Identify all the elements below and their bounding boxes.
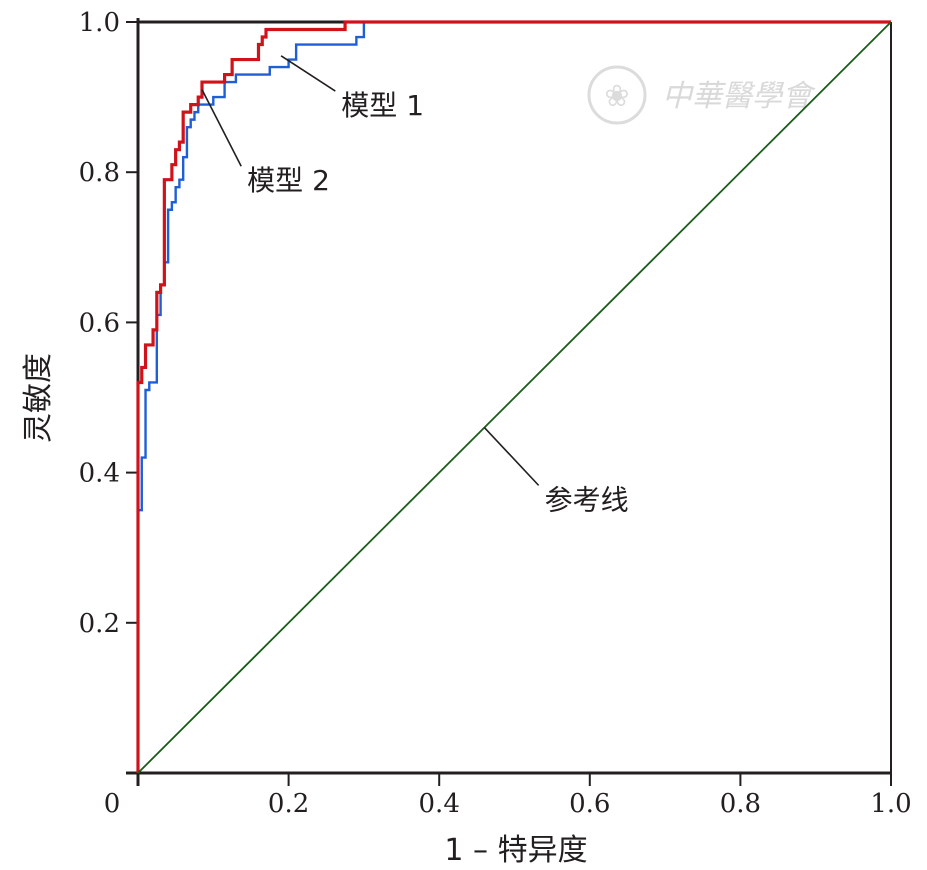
x-tick-label: 0 [104, 789, 121, 819]
x-axis-label: 1 – 特异度 [444, 833, 587, 868]
series-layer [136, 20, 892, 774]
y-tick-label: 0.8 [79, 158, 120, 188]
series-line-reference [137, 21, 892, 774]
annotation-model-1-label: 模型 1 [341, 89, 424, 122]
annotation-model-2-label: 模型 2 [247, 164, 330, 197]
annotation-reference-leader [483, 426, 540, 486]
axis-ticks [126, 21, 892, 786]
series-line-model-2 [136, 20, 891, 773]
y-axis-label: 灵敏度 [21, 353, 56, 443]
x-tick-label: 0.4 [419, 789, 460, 819]
y-tick-label: 0.4 [79, 459, 120, 489]
annotation-reference-label: 参考线 [545, 483, 629, 516]
annotation-model-1-leader [280, 55, 336, 92]
x-tick-label: 0.2 [268, 789, 309, 819]
x-tick-label: 0.8 [720, 789, 761, 819]
annotation-layer: 模型 1 模型 2 参考线 [201, 55, 629, 516]
watermark-seal-icon [587, 65, 647, 125]
watermark-text: 中華醫學會 [662, 79, 816, 114]
y-tick-label: 1.0 [79, 8, 120, 38]
x-tick-label: 0.6 [569, 789, 610, 819]
annotation-model-2-leader [201, 89, 242, 167]
y-tick-label: 0.6 [79, 308, 120, 338]
watermark-seal-glyph: ❀ [604, 80, 629, 113]
watermark: ❀ 中華醫學會 [587, 65, 816, 125]
y-tick-label: 0.2 [79, 609, 120, 639]
tick-labels: 0 0.2 0.4 0.6 0.8 1.0 0.2 0.4 0.6 0.8 1.0 [79, 8, 912, 819]
series-line-model-1 [136, 20, 891, 773]
x-tick-label: 1.0 [870, 789, 911, 819]
